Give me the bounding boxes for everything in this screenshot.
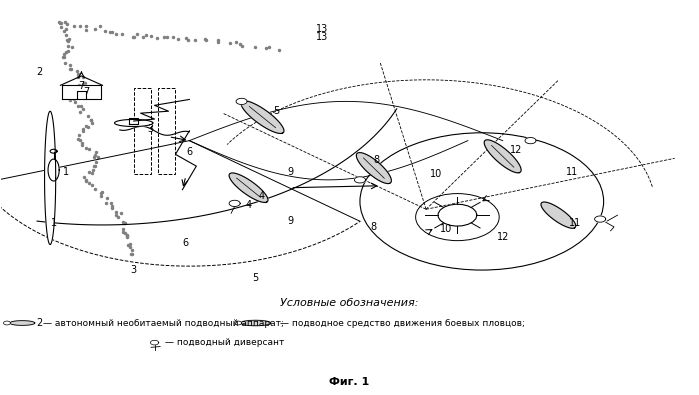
Polygon shape	[45, 111, 56, 245]
Polygon shape	[235, 321, 242, 325]
Text: 2: 2	[36, 318, 43, 328]
Polygon shape	[229, 200, 240, 207]
Polygon shape	[354, 177, 366, 183]
Text: — автономный необитаемый подводный аппарат;: — автономный необитаемый подводный аппар…	[43, 318, 284, 327]
Text: 2: 2	[36, 67, 43, 77]
Text: 1: 1	[50, 218, 57, 228]
Polygon shape	[3, 321, 10, 325]
Polygon shape	[50, 149, 57, 153]
Text: 8: 8	[370, 222, 377, 232]
Bar	[134, 88, 151, 174]
Polygon shape	[356, 152, 391, 184]
Text: — подводное средство движения боевых пловцов;: — подводное средство движения боевых пло…	[280, 318, 525, 327]
Text: 7: 7	[78, 81, 85, 91]
Polygon shape	[115, 119, 153, 126]
Text: 8: 8	[374, 155, 380, 165]
Text: — подводный диверсант: — подводный диверсант	[165, 338, 284, 347]
Polygon shape	[129, 118, 138, 124]
Text: 4: 4	[245, 200, 252, 211]
Text: 10: 10	[431, 169, 442, 179]
Polygon shape	[241, 101, 284, 134]
Text: 5: 5	[273, 106, 279, 116]
Text: 7: 7	[84, 87, 89, 97]
Polygon shape	[240, 320, 271, 326]
Polygon shape	[62, 85, 101, 100]
Text: 6: 6	[186, 147, 192, 157]
Text: Фиг. 1: Фиг. 1	[329, 377, 370, 387]
Text: 9: 9	[287, 167, 294, 177]
Text: 6: 6	[183, 238, 189, 248]
Text: 3: 3	[147, 124, 154, 134]
Text: 9: 9	[287, 216, 294, 226]
Text: 13: 13	[315, 24, 328, 34]
Polygon shape	[595, 216, 606, 222]
Text: 5: 5	[252, 273, 259, 283]
Polygon shape	[525, 137, 536, 144]
Text: 11: 11	[569, 218, 581, 228]
Text: 1: 1	[63, 167, 69, 177]
Polygon shape	[48, 159, 59, 181]
Polygon shape	[150, 340, 159, 345]
Text: 11: 11	[566, 167, 578, 177]
Text: 12: 12	[510, 145, 522, 156]
Text: Условные обозначения:: Условные обозначения:	[280, 298, 419, 308]
Polygon shape	[236, 98, 247, 105]
Text: 10: 10	[440, 224, 452, 234]
Polygon shape	[541, 202, 576, 228]
Text: 12: 12	[496, 232, 509, 242]
Polygon shape	[438, 204, 477, 226]
Polygon shape	[484, 140, 521, 173]
Text: 4: 4	[259, 190, 265, 201]
Polygon shape	[10, 321, 35, 325]
Bar	[158, 88, 175, 174]
Polygon shape	[229, 173, 268, 203]
Text: 13: 13	[315, 32, 328, 42]
Text: 3: 3	[131, 265, 137, 275]
